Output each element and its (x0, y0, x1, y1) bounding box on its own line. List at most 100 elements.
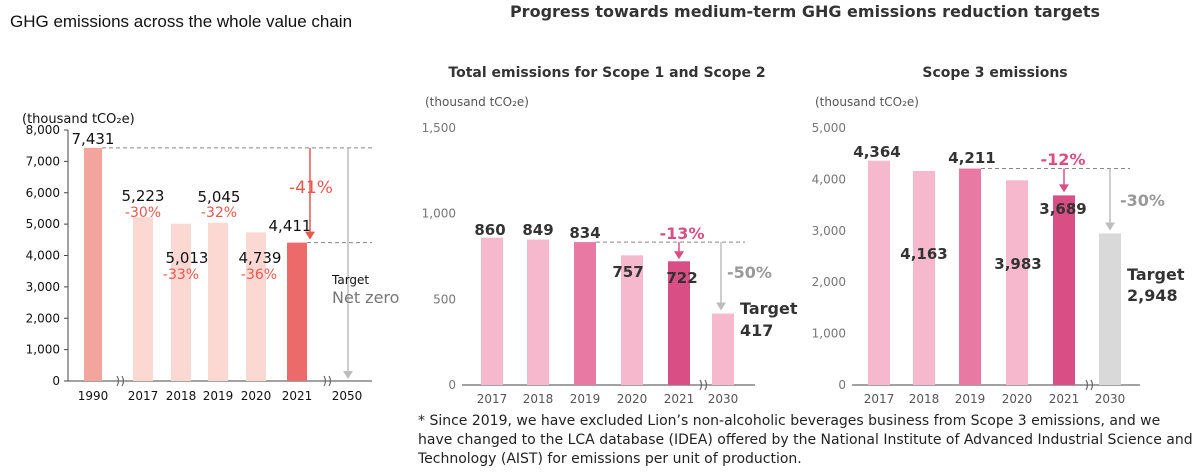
scope3-axis-break (1085, 379, 1094, 391)
scope3-reduction-label: -12% (1041, 150, 1086, 169)
left-y-tick-label: 7,000 (26, 154, 60, 168)
scope3-bar (959, 168, 981, 385)
footnote: * Since 2019, we have excluded Lion’s no… (418, 413, 1193, 467)
left-target-arrow-head (343, 371, 353, 379)
scope12-reduction-label: -13% (660, 224, 705, 243)
scope12-title: Total emissions for Scope 1 and Scope 2 (448, 65, 765, 81)
left-axis-break (116, 375, 125, 387)
scope3-title: Scope 3 emissions (922, 65, 1067, 81)
scope12-bar (481, 237, 503, 385)
scope12-y-tick-label: 500 (433, 292, 456, 306)
scope3-value-label: 4,163 (900, 245, 947, 263)
scope12-axis-break (699, 379, 708, 391)
scope12-target-value: 417 (740, 321, 773, 340)
scope12-y-tick-label: 0 (448, 378, 456, 392)
scope12-x-tick-label: 2030 (708, 392, 739, 406)
scope3-x-tick-label: 2019 (955, 392, 986, 406)
scope12-value-label: 722 (666, 269, 697, 287)
scope12-bar (668, 261, 690, 385)
left-change-label: -36% (241, 267, 277, 283)
scope3-x-tick-label: 2030 (1095, 392, 1126, 406)
scope3-y-tick-label: 5,000 (812, 121, 846, 135)
left-y-tick-label: 6,000 (26, 186, 60, 200)
left-change-label: -32% (201, 205, 237, 221)
left-y-tick-label: 5,000 (26, 217, 60, 231)
left-y-tick-label: 2,000 (26, 311, 60, 325)
scope3-y-tick-label: 0 (838, 378, 846, 392)
scope3-bar (913, 171, 935, 385)
scope3-x-tick-label: 2021 (1049, 392, 1080, 406)
left-chart-title: GHG emissions across the whole value cha… (10, 12, 352, 31)
left-value-label: 5,223 (122, 187, 165, 205)
scope12-bar (527, 239, 549, 385)
left-y-tick-label: 4,000 (26, 249, 60, 263)
scope3-y-tick-label: 1,000 (812, 327, 846, 341)
scope12-reduction-arrow-head (674, 251, 684, 260)
scope12-target-reduction: -50% (727, 263, 772, 282)
left-bar (133, 217, 153, 381)
scope3-bar (1099, 233, 1121, 385)
scope12-bar (621, 255, 643, 385)
scope12-ylabel: (thousand tCO₂e) (425, 95, 529, 109)
left-value-label: 4,739 (239, 249, 282, 267)
scope3-value-label: 4,211 (948, 149, 995, 167)
left-x-tick-label: 2018 (166, 389, 197, 403)
scope12-bar (712, 313, 734, 385)
left-y-tick-label: 1,000 (26, 343, 60, 357)
scope12-x-tick-label: 2021 (664, 392, 695, 406)
scope12-bar (574, 242, 596, 385)
left-bar (171, 223, 191, 381)
scope3-y-tick-label: 3,000 (812, 224, 846, 238)
left-target-label: Target (331, 273, 369, 287)
scope3-ylabel: (thousand tCO₂e) (815, 95, 919, 109)
scope3-bar (1006, 180, 1028, 385)
left-bar (246, 232, 266, 381)
left-ylabel: (thousand tCO₂e) (22, 112, 135, 127)
scope3-x-tick-label: 2018 (909, 392, 940, 406)
scope12-target-arrow-head (716, 302, 726, 311)
left-x-tick-label: 1990 (78, 389, 109, 403)
left-value-label: 4,411 (269, 217, 312, 235)
left-reduction-label: -41% (289, 178, 333, 198)
scope12-x-tick-label: 2020 (617, 392, 648, 406)
scope12-value-label: 757 (612, 263, 643, 281)
scope12-y-tick-label: 1,500 (422, 121, 456, 135)
scope12-x-tick-label: 2018 (523, 392, 554, 406)
scope12-value-label: 849 (522, 221, 553, 239)
left-bar (287, 242, 307, 381)
left-y-tick-label: 0 (52, 374, 60, 388)
left-x-tick-label: 2017 (128, 389, 159, 403)
left-x-tick-label: 2050 (332, 389, 363, 403)
scope12-x-tick-label: 2019 (570, 392, 601, 406)
left-x-tick-label: 2019 (203, 389, 234, 403)
left-y-tick-label: 3,000 (26, 280, 60, 294)
left-x-tick-label: 2020 (241, 389, 272, 403)
scope3-x-tick-label: 2017 (864, 392, 895, 406)
scope3-target-arrow-head (1105, 222, 1115, 231)
left-y-tick-label: 8,000 (26, 123, 60, 137)
scope12-value-label: 860 (474, 221, 505, 239)
scope3-bar (1053, 195, 1075, 385)
left-change-label: -30% (125, 205, 161, 221)
scope3-value-label: 4,364 (853, 143, 900, 161)
left-axis-break (323, 375, 332, 387)
scope3-value-label: 3,689 (1039, 200, 1086, 218)
scope3-value-label: 3,983 (994, 255, 1041, 273)
left-value-label: 7,431 (72, 130, 115, 148)
scope3-y-tick-label: 4,000 (812, 172, 846, 186)
scope12-y-tick-label: 1,000 (422, 207, 456, 221)
left-reduction-arrow-head (305, 231, 315, 240)
left-change-label: -33% (163, 267, 199, 283)
left-bar (208, 222, 228, 381)
left-value-label: 5,013 (166, 249, 209, 267)
scope3-y-tick-label: 2,000 (812, 275, 846, 289)
scope12-x-tick-label: 2017 (477, 392, 508, 406)
headline: Progress towards medium-term GHG emissio… (510, 2, 1100, 21)
scope12-value-label: 834 (569, 224, 600, 242)
left-bar (84, 147, 102, 381)
scope3-target-label: Target (1127, 265, 1185, 284)
scope3-bar (868, 160, 890, 385)
scope3-target-reduction: -30% (1120, 191, 1165, 210)
left-value-label: 5,045 (198, 188, 241, 206)
